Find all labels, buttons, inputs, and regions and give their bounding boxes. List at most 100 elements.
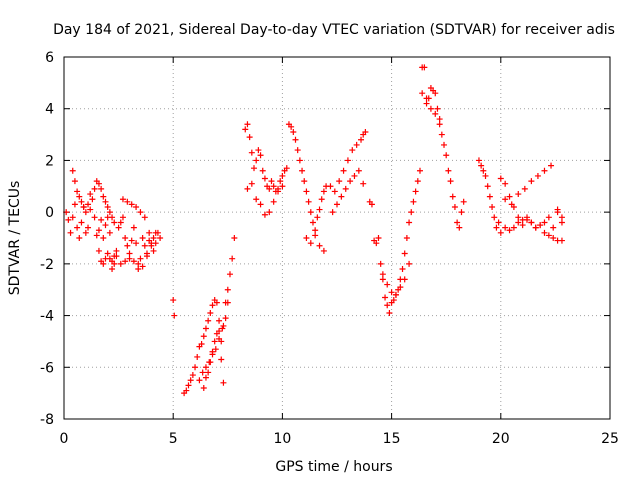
x-tick-label: 0 (60, 431, 69, 447)
data-point (382, 294, 389, 301)
data-point (497, 175, 504, 182)
data-point (312, 227, 319, 234)
data-point (296, 157, 303, 164)
y-tick-label: 6 (45, 50, 54, 66)
x-tick-label: 25 (601, 431, 619, 447)
data-point (209, 348, 216, 355)
data-point (515, 191, 522, 198)
data-point (137, 209, 144, 216)
data-point (436, 121, 443, 128)
data-point (502, 196, 509, 203)
data-point (270, 183, 277, 190)
data-point (226, 271, 233, 278)
data-point (69, 214, 76, 221)
data-point (397, 284, 404, 291)
data-point (434, 105, 441, 112)
data-point (122, 258, 129, 265)
data-point (497, 229, 504, 236)
data-point (548, 162, 555, 169)
data-point (150, 247, 157, 254)
data-point (558, 214, 565, 221)
data-point (209, 302, 216, 309)
data-point (329, 209, 336, 216)
data-point (475, 157, 482, 164)
data-point (510, 224, 517, 231)
data-point (279, 172, 286, 179)
data-point (85, 224, 92, 231)
data-point (98, 216, 105, 223)
data-point (532, 224, 539, 231)
data-point (388, 289, 395, 296)
data-point (220, 379, 227, 386)
x-tick-label: 20 (492, 431, 510, 447)
data-point (349, 147, 356, 154)
y-tick-label: -8 (40, 412, 54, 428)
data-point (253, 196, 260, 203)
data-point (288, 123, 295, 130)
data-point (224, 286, 231, 293)
data-point (307, 209, 314, 216)
data-point (183, 387, 190, 394)
data-point (421, 64, 428, 71)
data-point (218, 356, 225, 363)
data-point (146, 229, 153, 236)
data-point (198, 341, 205, 348)
data-point (368, 201, 375, 208)
data-point (275, 188, 282, 195)
data-point (506, 227, 513, 234)
data-point (253, 157, 260, 164)
data-point (316, 242, 323, 249)
data-point (200, 333, 207, 340)
data-point (456, 224, 463, 231)
data-point (196, 377, 203, 384)
data-point (244, 121, 251, 128)
data-point (244, 185, 251, 192)
data-point (412, 188, 419, 195)
data-point (89, 196, 96, 203)
data-point (515, 219, 522, 226)
data-point (403, 235, 410, 241)
data-point (104, 203, 111, 210)
data-point (327, 183, 334, 190)
axis-ticks (63, 56, 611, 420)
data-point (537, 222, 544, 229)
data-point (257, 201, 264, 208)
y-tick-label: -2 (40, 257, 54, 273)
data-point (113, 247, 120, 254)
data-point (199, 369, 206, 376)
data-point (401, 276, 408, 283)
data-point (558, 237, 565, 244)
data-point (299, 167, 306, 174)
data-point (331, 188, 338, 195)
data-point (106, 229, 113, 236)
data-point (447, 178, 454, 185)
data-point (117, 219, 124, 226)
y-tick-label: -4 (40, 309, 54, 325)
data-point (141, 242, 148, 249)
data-point (375, 235, 382, 241)
data-point (111, 219, 118, 226)
data-point (211, 338, 218, 345)
data-point (259, 167, 266, 174)
x-axis-label: GPS time / hours (275, 459, 392, 475)
x-tick-label: 10 (273, 431, 291, 447)
data-point (157, 235, 164, 241)
data-point (550, 235, 557, 241)
data-point (102, 222, 109, 229)
data-point (71, 178, 78, 185)
data-point (69, 167, 76, 174)
data-point (307, 240, 314, 247)
data-point (202, 325, 209, 332)
data-point (135, 260, 142, 267)
data-point (246, 134, 253, 141)
data-point (318, 196, 325, 203)
data-point (347, 178, 354, 185)
data-point (408, 209, 415, 216)
data-point (303, 188, 310, 195)
grid-lines (64, 57, 610, 419)
data-point (133, 203, 140, 210)
data-point (508, 201, 515, 208)
data-point (303, 235, 310, 241)
data-point (150, 235, 157, 241)
data-point (268, 178, 275, 185)
